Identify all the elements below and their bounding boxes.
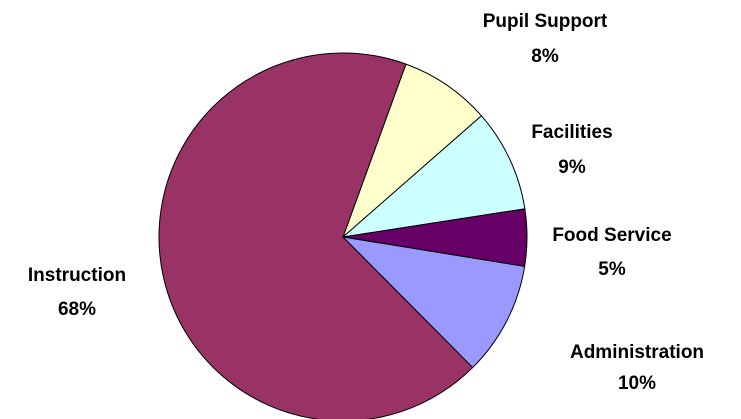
pie-slice	[341, 236, 526, 369]
slice-value-label: 5%	[598, 259, 626, 280]
slice-value-label: 68%	[58, 299, 96, 320]
slice-label: Pupil Support	[483, 11, 608, 32]
slice-label: Administration	[570, 342, 704, 363]
slice-label: Instruction	[28, 265, 126, 286]
slice-label: Food Service	[552, 225, 671, 246]
pie-slice	[342, 63, 483, 238]
slice-value-label: 8%	[531, 46, 559, 67]
slice-label: Facilities	[531, 122, 612, 143]
pie-slice	[341, 115, 526, 238]
slice-value-label: 9%	[558, 157, 586, 178]
slice-value-label: 10%	[618, 373, 656, 394]
